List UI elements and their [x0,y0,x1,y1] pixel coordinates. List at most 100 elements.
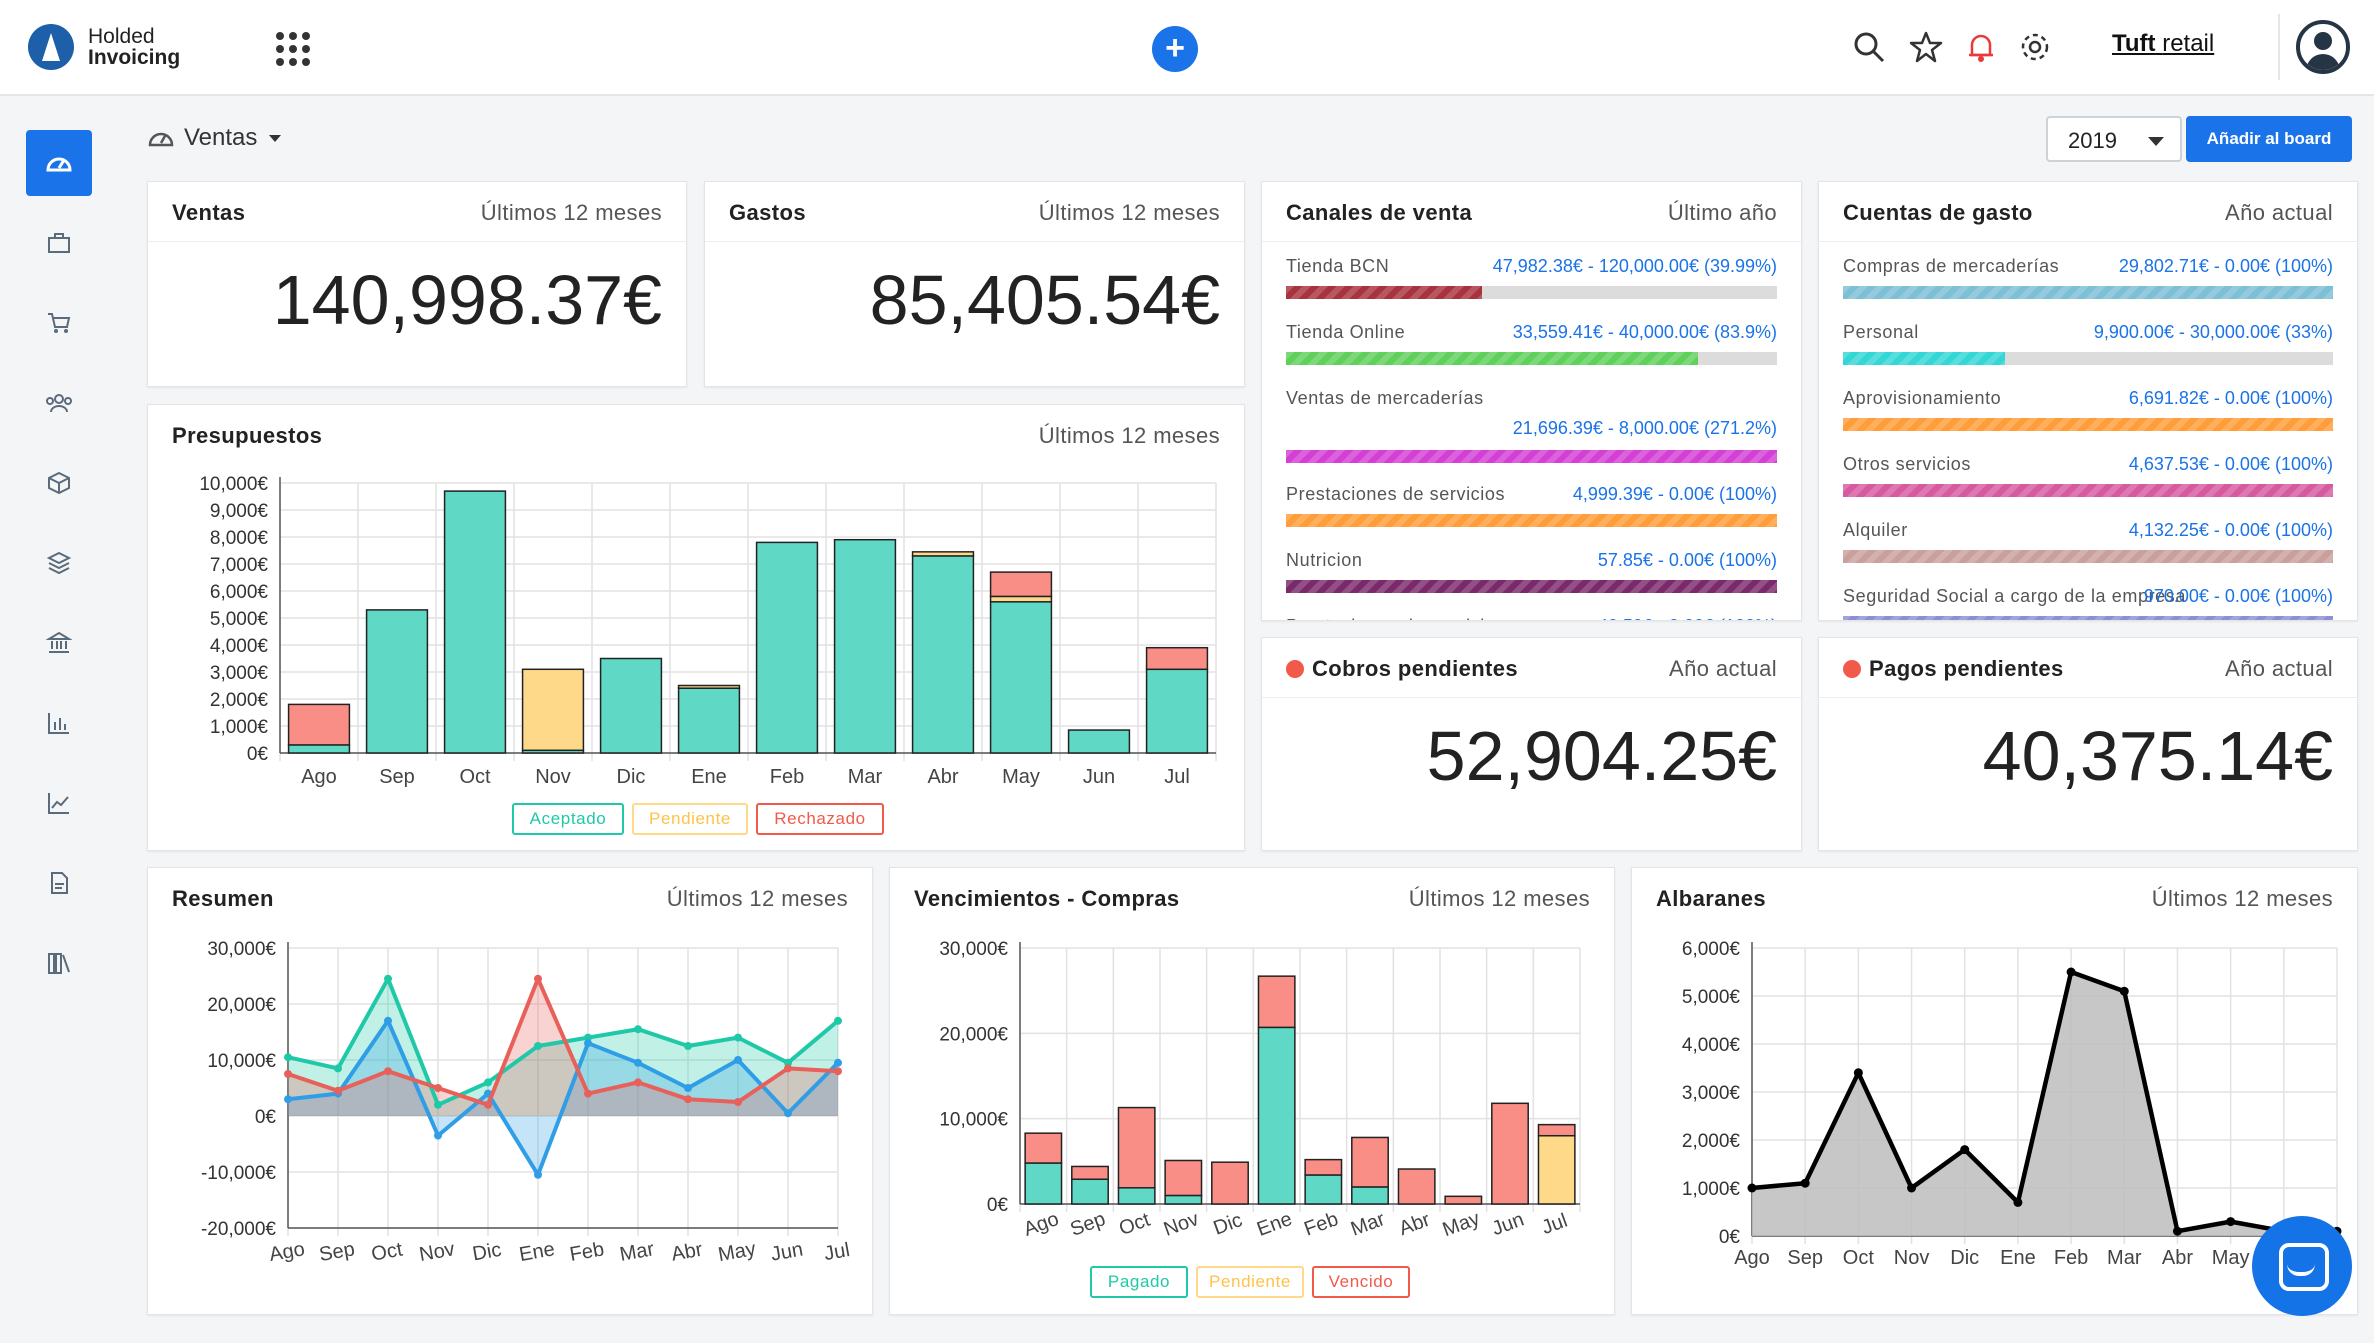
series-area [288,1020,838,1175]
legend-pendiente[interactable]: Pendiente [632,803,748,835]
legend-pagado[interactable]: Pagado [1090,1266,1188,1298]
create-new-button[interactable]: + [1152,26,1198,72]
y-tick-label: 6,000€ [210,582,269,603]
legend-rechazado[interactable]: Rechazado [756,803,884,835]
legend-vencido[interactable]: Vencido [1312,1266,1410,1298]
library-icon[interactable] [26,930,92,996]
row-value: 29,802.71€ - 0.00€ (100%) [2118,256,2333,276]
dashboard-icon[interactable] [26,130,92,196]
company-name[interactable]: Tuft retail [2112,30,2215,57]
data-point [434,1100,442,1109]
bell-icon[interactable] [1964,30,1998,64]
sidebar [0,96,120,1343]
albaranes-chart: 6,000€ 5,000€ 4,000€ 3,000€ 2,000€ 1,000€ 0€Ag… [1682,939,2350,1269]
gastos-card: Gastos Últimos 12 meses 85,405.54€ [704,181,1245,387]
row-value: 4,132.25€ - 0.00€ (100%) [2128,520,2333,540]
y-tick-label: 6,000€ [1682,939,1741,960]
row-value: 40.59€ - 0.00€ (100%) [1598,616,1777,620]
data-point [684,1084,692,1092]
cobros-card: Cobros pendientes Año actual 52,904.25€ [1261,637,1802,851]
cobros-value: 52,904.25€ [1426,717,1777,795]
holded-logo[interactable]: Holded Invoicing [28,24,180,70]
bank-icon[interactable] [26,610,92,676]
bar-aceptado [365,609,429,754]
card-title: Gastos [729,200,806,225]
layers-icon[interactable] [26,530,92,596]
bar-rechazado [989,571,1053,598]
card-period: Año actual [1669,656,1777,681]
card-title: Resumen [172,886,274,911]
card-period: Últimos 12 meses [480,200,662,225]
y-tick-label: 0€ [247,744,269,765]
bar-vencido [1071,1165,1109,1181]
apps-grid-icon[interactable] [276,32,310,66]
bar-pendiente [677,684,741,689]
user-avatar[interactable] [2296,20,2350,74]
board-selector[interactable]: Ventas [148,124,283,152]
card-period: Últimos 12 meses [1408,886,1590,911]
bar-vencido [1397,1168,1436,1205]
bar-chart-icon[interactable] [26,690,92,756]
y-tick-label: 20,000€ [207,995,276,1016]
y-tick-label: 10,000€ [207,1051,276,1072]
row-label: Prestaciones de servicios [1286,616,1505,620]
cuentas-list: Compras de mercaderías 29,802.71€ - 0.00€… [1843,256,2333,620]
row-label: Ventas de mercaderías [1286,388,1484,408]
card-title: Vencimientos - Compras [914,886,1180,911]
x-tick-label: Oct [459,766,491,788]
year-select[interactable]: 2019 [2046,116,2182,162]
x-tick-label: Abr [927,766,958,788]
y-tick-label: 2,000€ [1682,1131,1741,1152]
legend-aceptado[interactable]: Aceptado [512,803,624,835]
ventas-card: Ventas Últimos 12 meses 140,998.37€ [147,181,687,387]
progress-fill [1843,484,2333,497]
document-icon[interactable] [26,850,92,916]
data-point [384,974,392,983]
data-point [2119,986,2129,996]
progress-row: Aprovisionamiento 6,691.82€ - 0.00€ (100%… [1843,388,2333,454]
y-tick-label: 0€ [1719,1227,1741,1248]
team-icon[interactable] [26,370,92,436]
x-tick-label: Dic [1950,1247,1979,1269]
gear-icon[interactable] [2018,30,2052,64]
cuentas-card: Cuentas de gasto Año actual Compras de me… [1818,181,2358,621]
vencimientos-card: Vencimientos - Compras Últimos 12 meses 3… [889,867,1615,1315]
cart-icon[interactable] [26,290,92,356]
data-point [1907,1183,1917,1193]
search-icon[interactable] [1852,30,1886,64]
data-point [634,1058,642,1067]
chat-icon[interactable] [2252,1216,2352,1316]
albaranes-card: Albaranes Últimos 12 meses 6,000€ 5,000€ 4,… [1631,867,2358,1315]
data-point [484,1078,492,1087]
y-tick-label: 4,000€ [210,636,269,657]
bar-vencido [1304,1158,1343,1176]
box-icon[interactable] [26,450,92,516]
data-point [634,1025,642,1034]
progress-row: Personal 9,900.00€ - 30,000.00€ (33%) [1843,322,2333,388]
x-tick-label: Sep [318,1238,357,1266]
bar-aceptado [287,744,351,754]
data-point [584,1089,592,1098]
x-tick-label: Nov [1894,1247,1930,1269]
briefcase-icon[interactable] [26,210,92,276]
data-point [2172,1226,2182,1236]
card-period: Últimos 12 meses [2151,886,2333,911]
row-value: 970.00€ - 0.00€ (100%) [2143,586,2333,606]
series-area [288,978,838,1116]
star-icon[interactable] [1909,30,1943,64]
add-to-board-button[interactable]: Añadir al board [2186,116,2352,162]
top-bar: Holded Invoicing + Tuft retail [0,0,2374,96]
data-point [734,1098,742,1106]
legend-pendiente[interactable]: Pendiente [1196,1266,1304,1298]
row-label: Aprovisionamiento [1843,388,2002,408]
trend-chart-icon[interactable] [26,770,92,836]
data-point [384,1067,392,1076]
progress-fill [1286,514,1777,527]
card-title: Presupuestos [172,423,323,448]
series-line [287,1018,840,1177]
x-tick-label: Nov [1161,1208,1202,1241]
progress-track [1843,418,2333,431]
x-tick-label: Abr [1396,1209,1433,1240]
row-value: 57.85€ - 0.00€ (100%) [1597,550,1777,570]
resumen-card: Resumen Últimos 12 meses 30,000€ 20,000€ 10… [147,867,873,1315]
